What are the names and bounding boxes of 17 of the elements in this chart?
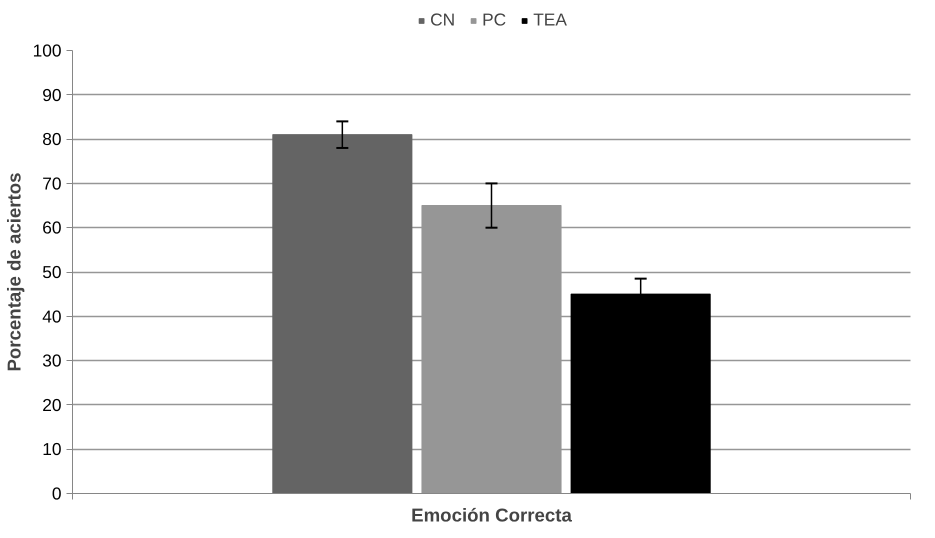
- legend-label: CN: [430, 10, 456, 30]
- bar: [272, 134, 412, 494]
- y-tick-label: 70: [42, 173, 62, 194]
- y-tick-label: 10: [42, 439, 62, 460]
- y-tick-label: 30: [42, 350, 62, 371]
- legend-label: PC: [482, 10, 506, 30]
- y-tick-label: 40: [42, 306, 62, 326]
- y-tick-label: 100: [32, 40, 62, 60]
- y-tick-label: 50: [42, 262, 62, 282]
- y-axis-title: Porcentaje de aciertos: [4, 172, 25, 372]
- y-tick-label: 60: [42, 218, 62, 238]
- y-tick-label: 0: [52, 484, 62, 504]
- y-tick-label: 80: [42, 129, 62, 150]
- x-axis-title: Emoción Correcta: [411, 504, 572, 526]
- y-tick-label: 90: [42, 84, 62, 105]
- y-tick-label: 20: [42, 394, 62, 415]
- legend-label: TEA: [533, 10, 567, 30]
